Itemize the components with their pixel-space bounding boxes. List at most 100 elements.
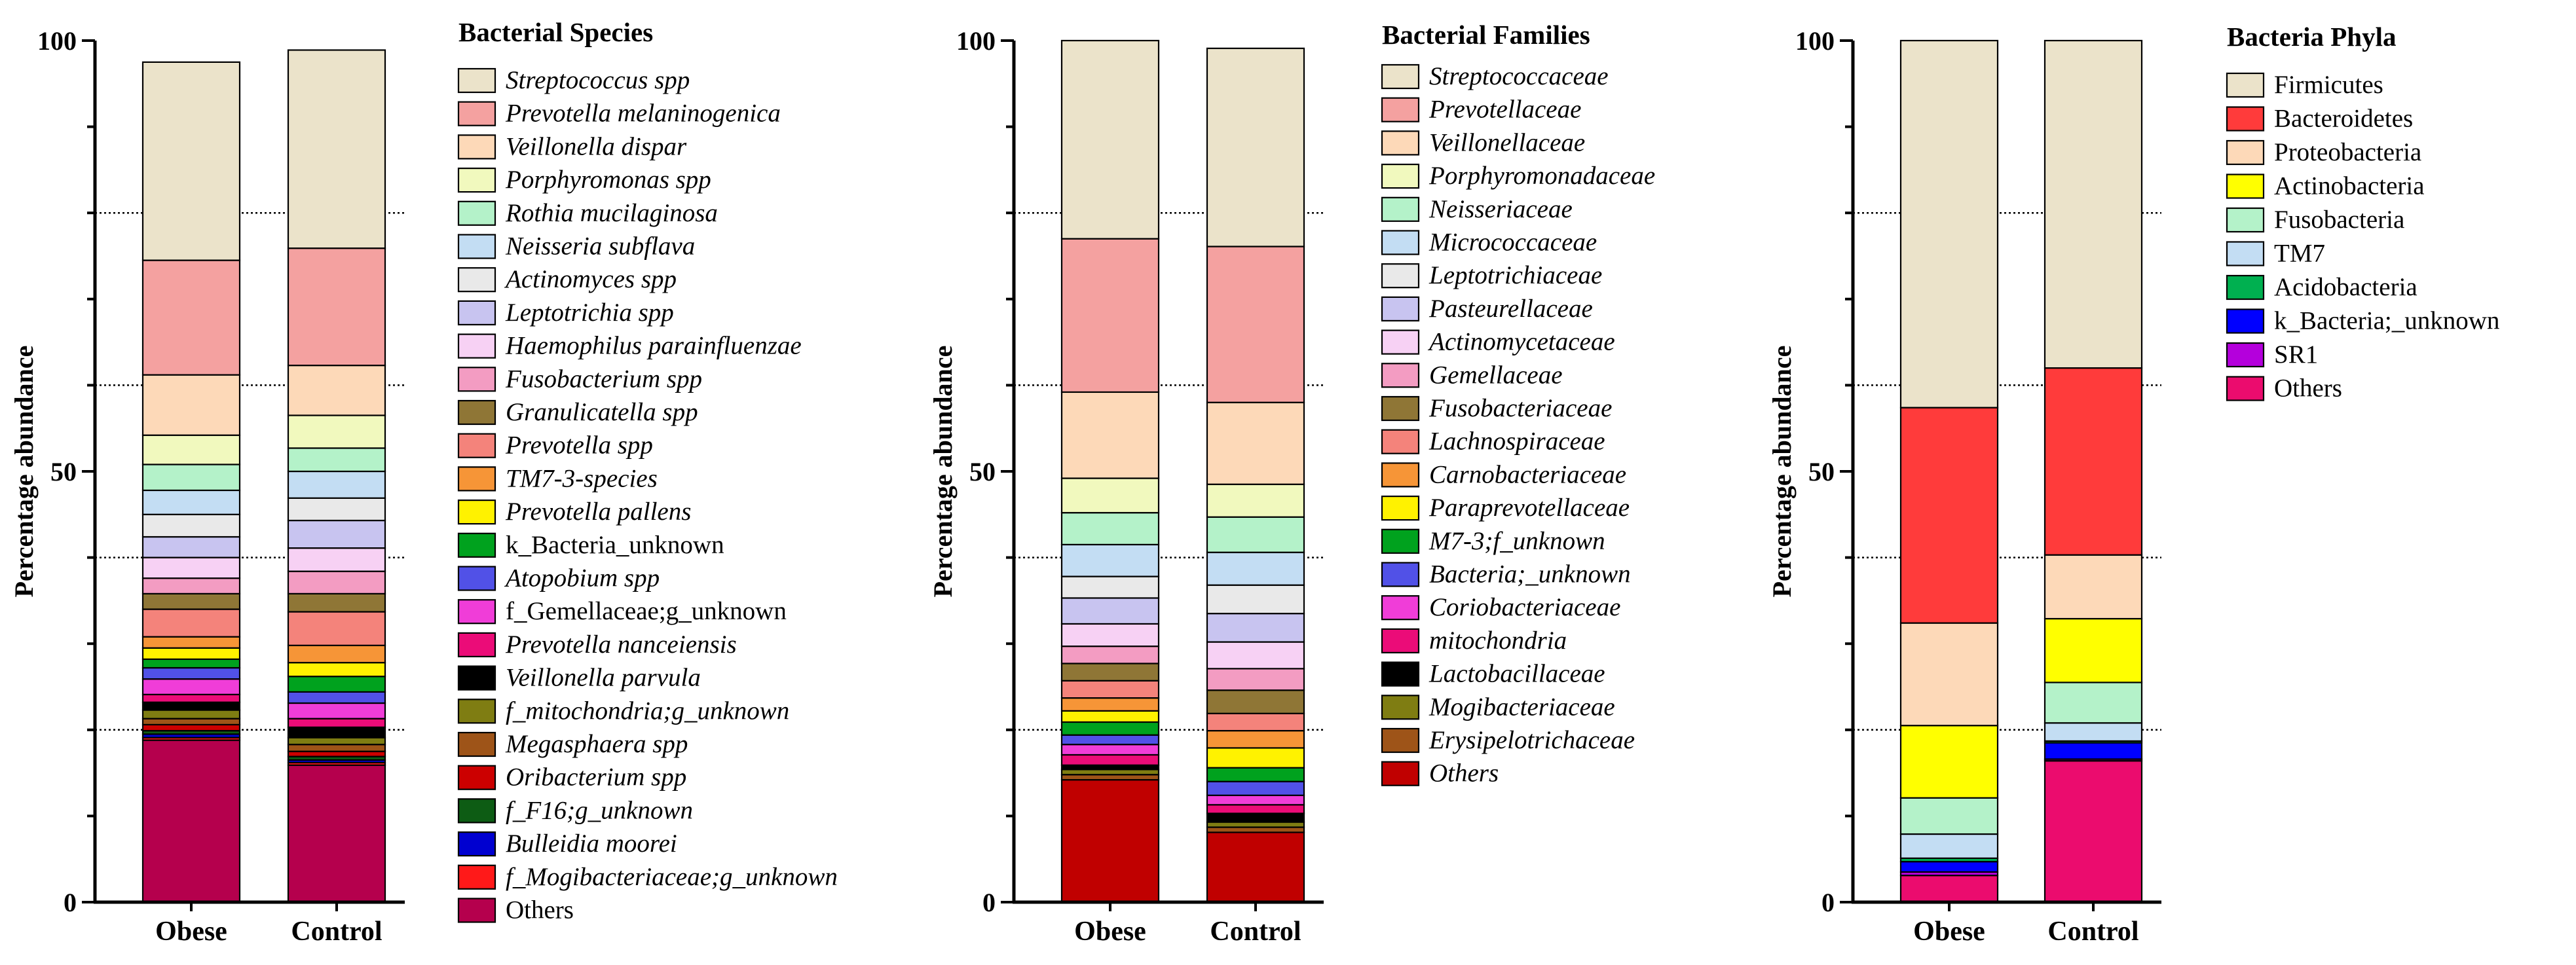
- legend-label: TM7-3-species: [506, 464, 658, 492]
- y-tick-label: 100: [37, 26, 77, 56]
- bar-segment: [287, 750, 386, 757]
- legend-label: Others: [506, 896, 574, 924]
- legend-swatch: [1381, 695, 1420, 720]
- legend-label: Prevotella spp: [505, 431, 653, 460]
- bar-segment: [287, 611, 386, 646]
- y-tick-label: 0: [982, 888, 996, 917]
- bar-segment: [1060, 774, 1160, 781]
- bar-segment: [141, 374, 241, 436]
- bar-segment: [141, 592, 241, 610]
- legend-swatch: [1381, 164, 1420, 189]
- legend-swatch: [457, 798, 496, 824]
- legend-swatch: [1381, 363, 1420, 388]
- y-tick-label: 0: [1821, 888, 1835, 917]
- bar-segment: [1060, 477, 1160, 514]
- legend-label: f_Gemellaceae;g_unknown: [506, 597, 787, 625]
- bar-segment: [1206, 712, 1305, 732]
- bar-segment: [1899, 833, 1999, 859]
- bar-segment: [2044, 554, 2143, 620]
- legend-label: Veillonella parvula: [506, 664, 701, 692]
- bar-segment: [287, 702, 386, 719]
- legend-label: f_F16;g_unknown: [506, 796, 693, 824]
- legend-swatch: [2226, 241, 2265, 266]
- legend-swatch: [457, 200, 496, 226]
- bar-segment: [1060, 39, 1160, 240]
- bar-segment: [287, 691, 386, 704]
- legend-swatch: [1381, 196, 1420, 222]
- legend-swatch: [457, 234, 496, 259]
- legend-label: Prevotellaceae: [1428, 96, 1581, 124]
- bar-segment: [287, 676, 386, 693]
- bar-segment: [141, 577, 241, 594]
- x-category-label: Obese: [1074, 917, 1146, 947]
- legend-label: Porphyromonadaceae: [1428, 162, 1655, 190]
- bar-segment: [1206, 551, 1305, 586]
- legend-label: Fusobacteriaceae: [1428, 394, 1612, 422]
- legend-swatch: [2226, 207, 2265, 233]
- y-tick-label: 100: [956, 26, 996, 56]
- legend-label: Rothia mucilaginosa: [505, 199, 718, 227]
- bar-segment: [1899, 407, 1999, 624]
- bar-segment: [1206, 613, 1305, 643]
- legend-swatch: [457, 665, 496, 691]
- legend-label: Bulleidia moorei: [506, 829, 677, 858]
- x-category-label: Control: [291, 917, 382, 947]
- bar-segment: [1206, 812, 1305, 823]
- bar-segment: [287, 365, 386, 416]
- legend-label: Bacteria;_unknown: [1429, 560, 1631, 589]
- legend-title: Bacterial Species: [458, 17, 653, 47]
- bar-segment: [2044, 722, 2143, 742]
- legend-swatch: [1381, 263, 1420, 289]
- legend-swatch: [457, 399, 496, 426]
- legend-swatch: [1381, 528, 1420, 554]
- legend-swatch: [1381, 97, 1420, 122]
- legend-swatch: [2226, 72, 2265, 98]
- bar-segment: [1206, 767, 1305, 782]
- bar-segment: [141, 666, 241, 680]
- bar-segment: [1060, 238, 1160, 393]
- legend-label: Prevotella melaninogenica: [505, 100, 781, 128]
- bar-segment: [141, 556, 241, 579]
- bar-segment: [1060, 779, 1160, 903]
- bar-segment: [1060, 710, 1160, 723]
- bar-segment: [287, 644, 386, 664]
- bar-segment: [1899, 622, 1999, 727]
- legend-label: Megasphaera spp: [505, 730, 688, 758]
- legend-label: Mogibacteriaceae: [1428, 693, 1615, 721]
- legend-label: Streptococcus spp: [506, 66, 690, 94]
- bar-segment: [1060, 646, 1160, 665]
- legend-label: Atopobium spp: [504, 564, 660, 592]
- bar-segment: [141, 647, 241, 660]
- legend-label: Fusobacterium spp: [505, 365, 702, 393]
- bar-segment: [1206, 780, 1305, 796]
- legend-label: SR1: [2274, 340, 2318, 369]
- legend-label: Coriobacteriaceae: [1429, 593, 1620, 621]
- legend-label: Paraprevotellaceae: [1428, 494, 1630, 522]
- legend-swatch: [1381, 329, 1420, 355]
- bar-segment: [287, 764, 386, 903]
- bar-segment: [1060, 734, 1160, 746]
- bar-segment: [1206, 747, 1305, 769]
- legend-label: Acidobacteria: [2274, 273, 2417, 301]
- legend-swatch: [457, 731, 496, 757]
- bar-segment: [1060, 391, 1160, 479]
- legend-swatch: [457, 433, 496, 458]
- legend-swatch: [457, 864, 496, 890]
- bar-segment: [1060, 680, 1160, 699]
- legend-label: Veillonellaceae: [1429, 128, 1585, 156]
- bar-segment: [2044, 617, 2143, 683]
- legend-swatch: [457, 134, 496, 160]
- x-category-label: Obese: [155, 917, 227, 947]
- bar-segment: [287, 718, 386, 728]
- legend-label: M7-3;f_unknown: [1428, 527, 1605, 555]
- bar-segment: [1206, 584, 1305, 615]
- bar-segment: [141, 693, 241, 703]
- y-axis-label: Percentage abundance: [1767, 346, 1797, 598]
- bar-segment: [1206, 483, 1305, 518]
- bar-segment: [141, 259, 241, 376]
- y-tick-label: 50: [969, 457, 996, 486]
- legend-label: k_Bacteria;_unknown: [2274, 307, 2499, 335]
- bar-segment: [141, 608, 241, 638]
- legend-swatch: [1381, 628, 1420, 654]
